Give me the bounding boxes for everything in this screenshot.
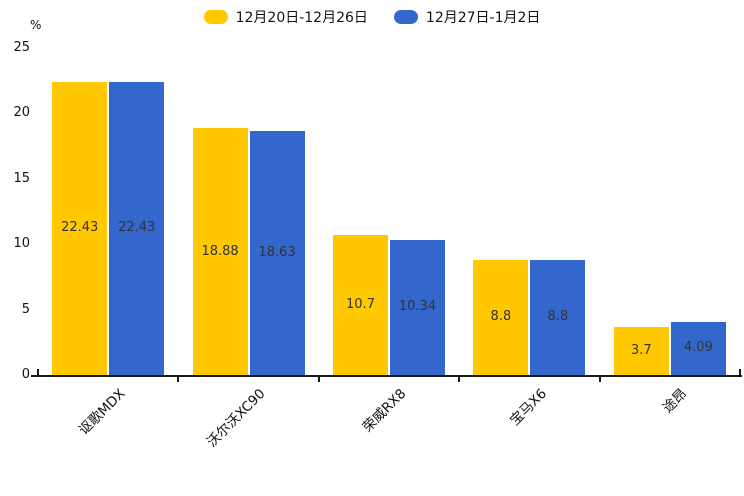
bar-week1 [473,259,529,375]
bar-week1 [52,81,108,375]
legend-swatch-week1 [203,10,228,24]
y-tick-label: 5 [21,301,30,317]
bar-value-label: 10.7 [346,297,375,313]
bar-week1 [192,128,248,375]
x-axis-tick [739,369,741,375]
bar-value-label: 18.63 [258,245,296,261]
bar-value-label: 18.88 [201,243,239,259]
y-tick-label: 15 [13,170,30,186]
y-tick-label: 25 [13,40,30,55]
y-axis-unit-label: % [30,18,42,32]
x-axis-tick [458,377,461,382]
y-tick-label: 10 [13,236,30,252]
bar-value-label: 10.34 [398,299,437,315]
y-tick-label: 20 [13,105,30,121]
bar-value-label: 4.09 [683,340,713,356]
x-axis-tick [598,377,601,382]
legend-swatch-week2 [393,10,418,24]
legend: 12月20日-12月26日 12月27日-1月2日 [0,7,744,27]
bar-week1 [613,326,669,375]
bar-value-label: 3.7 [630,342,652,358]
x-axis-line [31,375,742,377]
x-category-label: 途昂 [659,385,690,417]
y-tick-label: 0 [21,367,30,382]
x-axis-tick [317,377,320,382]
bar-value-label: 8.8 [490,309,512,325]
bar-value-label: 22.43 [118,220,156,236]
x-category-label: 讴歌MDX [75,385,129,439]
x-axis-tick [177,377,180,382]
bar-week2 [670,321,726,375]
x-category-label: 荣威RX8 [359,385,410,436]
x-category-label: 宝马X6 [506,385,550,429]
legend-label-week2: 12月27日-1月2日 [425,10,541,26]
legend-label-week1: 12月20日-12月26日 [235,10,368,26]
bar-week2 [109,81,165,375]
bar-value-label: 22.43 [61,220,99,236]
bar-week1 [333,235,388,375]
x-category-label: 沃尔沃XC90 [204,385,269,451]
bar-week2 [249,131,305,375]
legend-item-week2: 12月27日-1月2日 [393,7,541,27]
bar-value-label: 8.8 [547,309,569,325]
x-axis-tick [37,369,39,375]
bar-week2 [390,239,445,375]
legend-item-week1: 12月20日-12月26日 [203,7,368,27]
bar-week2 [530,259,586,375]
